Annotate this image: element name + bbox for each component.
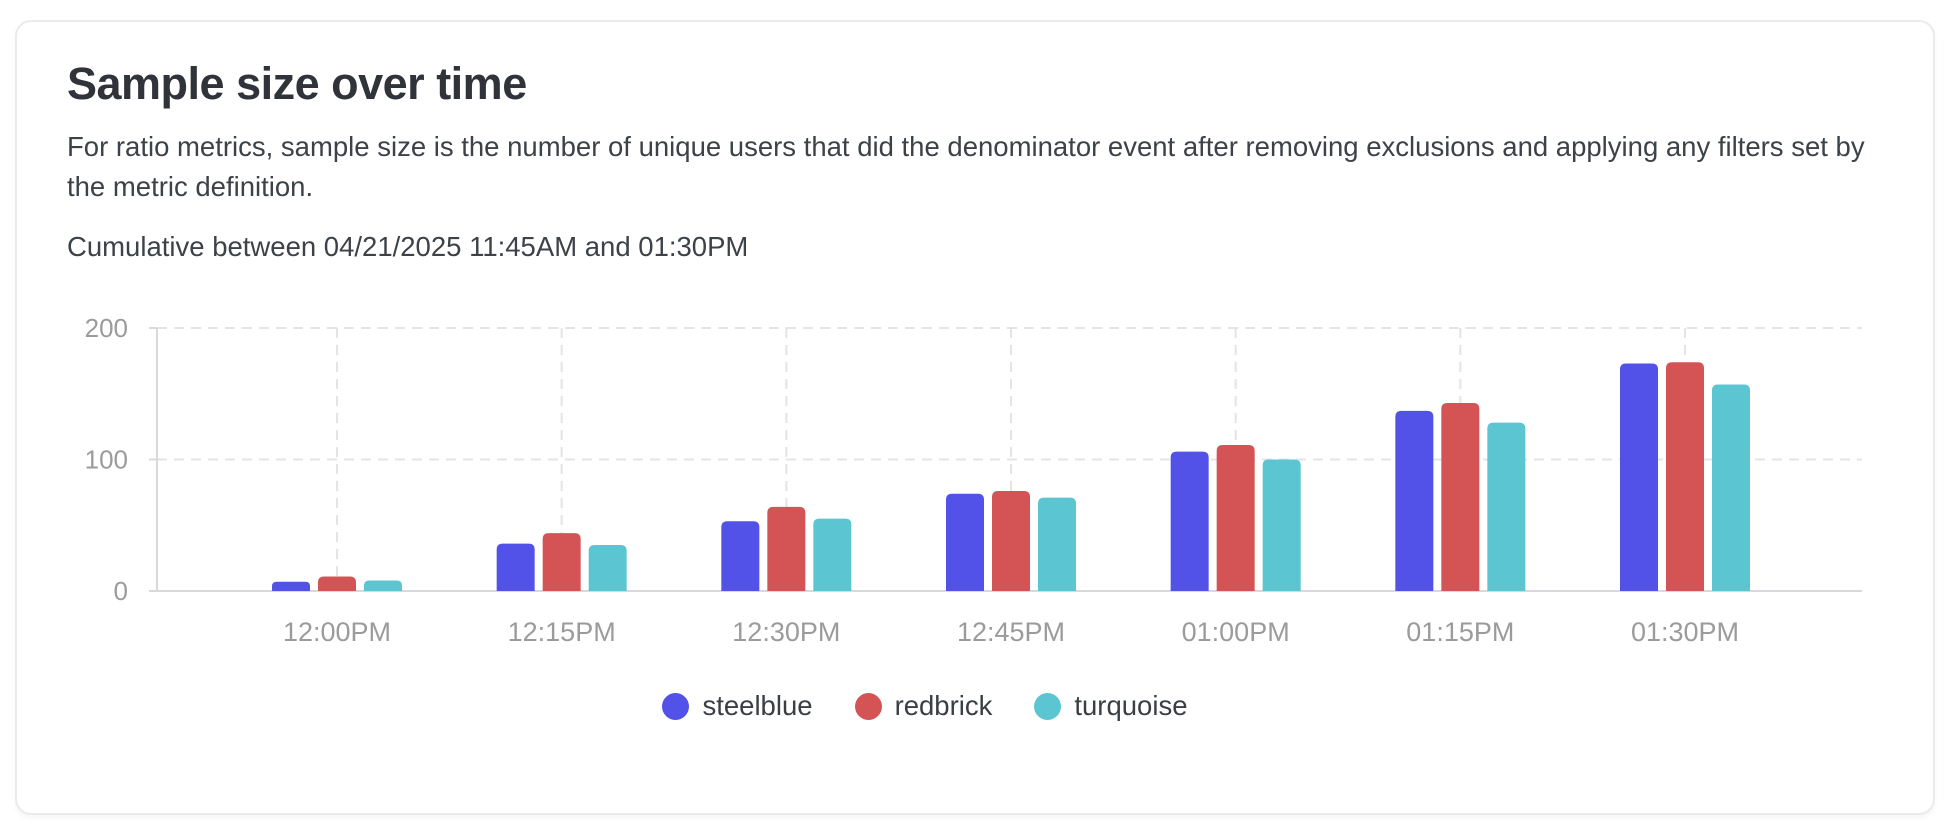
x-tick-label-01:30PM: 01:30PM [1631, 617, 1739, 647]
bar-turquoise-12:00PM[interactable] [364, 580, 402, 591]
bar-turquoise-12:15PM[interactable] [588, 544, 627, 591]
bar-steelblue-01:00PM[interactable] [1170, 451, 1209, 591]
x-tick-label-01:15PM: 01:15PM [1406, 617, 1514, 647]
legend-label-steelblue: steelblue [702, 690, 813, 721]
bar-redbrick-01:15PM[interactable] [1441, 402, 1480, 591]
legend-swatch-turquoise-icon [1034, 692, 1062, 720]
legend-swatch-redbrick-icon [854, 692, 882, 720]
x-tick-label-12:45PM: 12:45PM [957, 617, 1065, 647]
bar-turquoise-01:15PM[interactable] [1487, 422, 1526, 591]
legend-label-redbrick: redbrick [894, 690, 993, 721]
chart-date-range: Cumulative between 04/21/2025 11:45AM an… [67, 231, 749, 262]
legend-label-turquoise: turquoise [1074, 690, 1188, 721]
chart-legend: steelblue redbrick turquoise [17, 690, 1833, 722]
x-tick-label-01:00PM: 01:00PM [1182, 617, 1290, 647]
bar-steelblue-12:45PM[interactable] [946, 493, 984, 591]
bar-redbrick-12:30PM[interactable] [767, 506, 806, 591]
bar-redbrick-01:30PM[interactable] [1666, 362, 1704, 591]
bar-steelblue-12:15PM[interactable] [496, 543, 535, 591]
y-tick-label-100: 100 [85, 445, 128, 475]
chart-title: Sample size over time [67, 58, 527, 109]
y-tick-label-200: 200 [85, 313, 128, 343]
chart-description: For ratio metrics, sample size is the nu… [67, 131, 1865, 202]
legend-item-steelblue[interactable]: steelblue [662, 690, 813, 722]
x-tick-label-12:30PM: 12:30PM [732, 617, 840, 647]
bar-turquoise-01:30PM[interactable] [1712, 384, 1750, 591]
x-tick-label-12:15PM: 12:15PM [508, 617, 616, 647]
bar-redbrick-12:45PM[interactable] [992, 491, 1030, 591]
y-tick-label-0: 0 [114, 576, 128, 606]
bar-turquoise-01:00PM[interactable] [1262, 459, 1301, 592]
bar-turquoise-12:45PM[interactable] [1038, 497, 1076, 591]
legend-swatch-steelblue-icon [662, 692, 690, 720]
bar-steelblue-01:30PM[interactable] [1620, 363, 1658, 591]
bar-steelblue-01:15PM[interactable] [1395, 410, 1434, 591]
chart-card: Sample size over time For ratio metrics,… [15, 20, 1935, 815]
bar-steelblue-12:00PM[interactable] [272, 581, 310, 591]
bar-redbrick-01:00PM[interactable] [1216, 445, 1255, 591]
bar-redbrick-12:15PM[interactable] [542, 533, 581, 591]
bar-redbrick-12:00PM[interactable] [318, 576, 356, 591]
legend-item-turquoise[interactable]: turquoise [1034, 690, 1188, 722]
legend-item-redbrick[interactable]: redbrick [854, 690, 993, 722]
bar-turquoise-12:30PM[interactable] [813, 518, 852, 591]
x-tick-label-12:00PM: 12:00PM [283, 617, 391, 647]
bar-steelblue-12:30PM[interactable] [721, 521, 760, 591]
